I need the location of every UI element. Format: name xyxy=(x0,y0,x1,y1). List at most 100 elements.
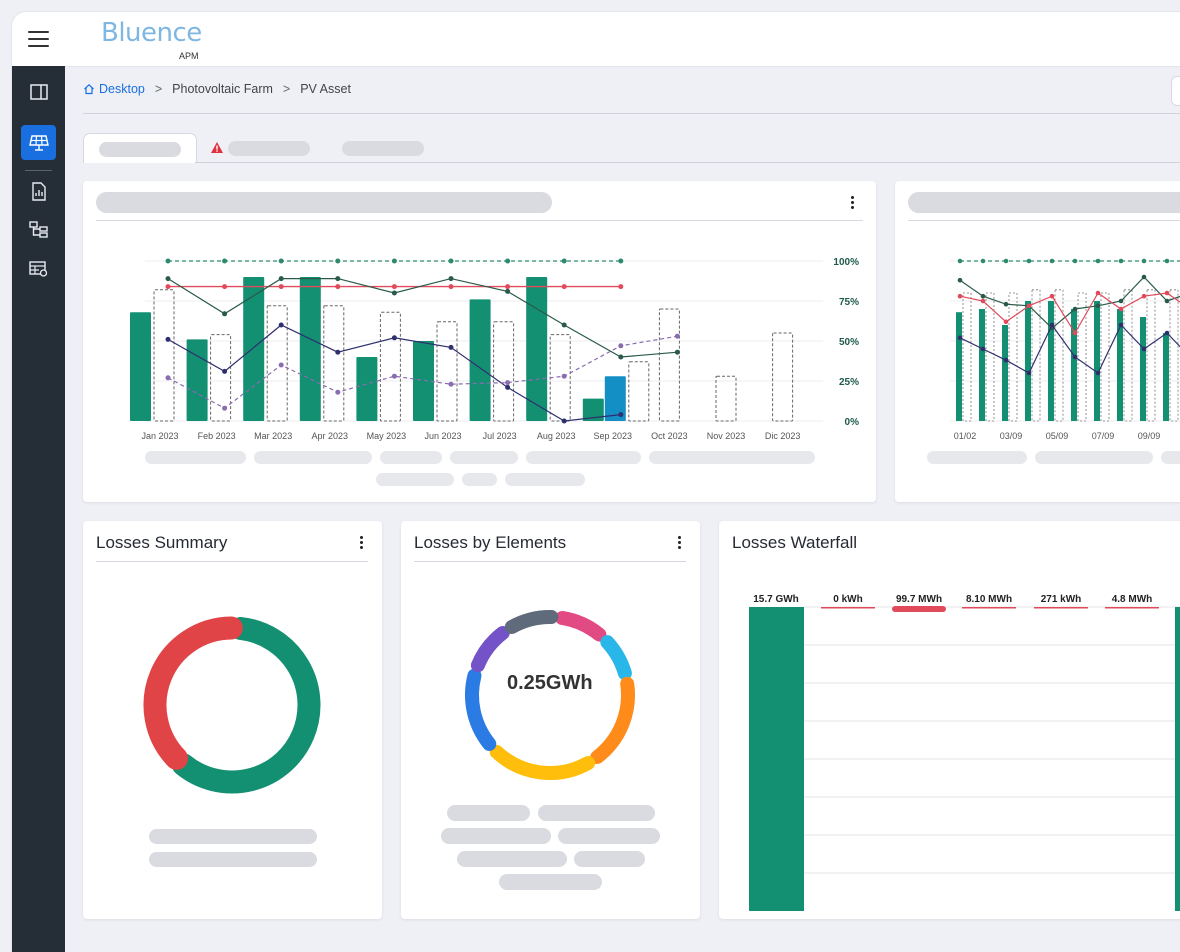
series-point xyxy=(957,335,963,341)
sidebar-item-hierarchy[interactable] xyxy=(21,212,56,247)
series-line-target-point xyxy=(505,258,511,264)
waterfall-value-label: 4.8 MWh xyxy=(1112,594,1153,605)
series-point xyxy=(980,346,986,352)
top-right-control[interactable] xyxy=(1171,76,1180,106)
hierarchy-icon xyxy=(29,221,48,238)
legend-placeholder xyxy=(649,451,815,464)
y-tick-label: 75% xyxy=(839,297,859,308)
series-point xyxy=(1003,301,1009,307)
x-tick-label: 07/09 xyxy=(1092,431,1115,441)
series-line-purple-point xyxy=(674,333,680,339)
more-options-icon[interactable] xyxy=(673,535,685,551)
tab-warnings[interactable] xyxy=(210,140,325,158)
sidebar-item-report[interactable] xyxy=(21,174,56,209)
breadcrumb-item-farm[interactable]: Photovoltaic Farm xyxy=(172,82,273,96)
series-point xyxy=(1118,258,1124,264)
outline-bar xyxy=(210,334,232,422)
panel-icon xyxy=(29,83,48,100)
bar xyxy=(526,277,548,421)
outline-bar xyxy=(1146,289,1156,422)
donut-segment xyxy=(555,610,607,642)
series-line xyxy=(959,276,1180,330)
bar xyxy=(979,309,985,421)
x-tick-label: May 2023 xyxy=(367,431,407,441)
series-line-navy-point xyxy=(278,322,284,328)
waterfall-value-label: 8.10 MWh xyxy=(966,594,1012,605)
series-point xyxy=(1141,274,1147,280)
series-line-purple-point xyxy=(505,380,511,386)
series-line-purple-point xyxy=(618,343,624,349)
more-options-icon[interactable] xyxy=(355,535,367,551)
series-line-target-point xyxy=(222,258,228,264)
breadcrumb-home[interactable]: Desktop xyxy=(83,82,145,96)
top-bar: Bluence APM xyxy=(12,12,1180,106)
legend-placeholder xyxy=(450,451,518,464)
series-line-dark-green xyxy=(167,277,678,358)
sidebar-item-panel[interactable] xyxy=(21,74,56,109)
main-chart: 100% 75% 50% 25% 0% Jan 2023 Feb 2023 Mar 2023 A… xyxy=(130,257,859,441)
losses-summary-card: Losses Summary xyxy=(83,521,382,919)
brand-name: Bluence xyxy=(101,18,202,48)
series-point xyxy=(957,277,963,283)
legend-placeholder xyxy=(558,828,660,844)
y-tick-label: 50% xyxy=(839,337,859,348)
x-tick-label: 01/02 xyxy=(954,431,977,441)
legend-placeholder xyxy=(574,851,645,867)
series-point xyxy=(980,293,986,299)
sidebar-item-table-settings[interactable] xyxy=(21,251,56,286)
bar xyxy=(1048,301,1054,421)
legend-placeholder xyxy=(505,473,585,486)
x-tick-label: Dic 2023 xyxy=(765,431,801,441)
card-title-placeholder xyxy=(96,192,552,213)
series-line-navy-point xyxy=(222,368,228,374)
waterfall-bar xyxy=(892,606,946,612)
report-icon xyxy=(31,182,46,201)
series-line xyxy=(959,323,1180,374)
series-line-dark-green-point xyxy=(222,311,228,317)
donut-segment xyxy=(504,610,559,634)
legend-placeholder xyxy=(254,451,372,464)
tab-third[interactable] xyxy=(342,140,428,158)
sidebar xyxy=(12,66,65,952)
legend-placeholder xyxy=(145,451,246,464)
outline-bar xyxy=(266,305,288,422)
bar xyxy=(1117,309,1123,421)
series-point xyxy=(1095,290,1101,296)
series-line-purple-point xyxy=(222,405,228,411)
series-point xyxy=(1049,322,1055,328)
bar xyxy=(130,312,151,421)
series-point xyxy=(1095,258,1101,264)
series-line-navy-point xyxy=(391,335,397,341)
more-options-icon[interactable] xyxy=(846,195,858,211)
sidebar-item-solar[interactable] xyxy=(21,125,56,160)
series-line-navy-point xyxy=(505,384,511,390)
losses-waterfall-card: Losses Waterfall 15.7 GWh 0 kWh 99.7 MWh 8.… xyxy=(719,521,1180,919)
series-line-purple-point xyxy=(335,389,341,395)
bar xyxy=(956,312,962,421)
series-line-purple-point xyxy=(448,381,454,387)
menu-icon[interactable] xyxy=(28,30,49,48)
breadcrumb-separator: > xyxy=(154,82,163,96)
bar xyxy=(1025,301,1031,421)
x-tick-label: Sep 2023 xyxy=(594,431,633,441)
tab-active[interactable] xyxy=(83,133,197,163)
x-tick-label: 05/09 xyxy=(1046,431,1069,441)
losses-waterfall-chart: 15.7 GWh 0 kWh 99.7 MWh 8.10 MWh 271 kWh 4.8 … xyxy=(749,594,1180,911)
series-line-navy-point xyxy=(165,336,171,342)
losses-by-elements-donut xyxy=(465,610,635,780)
series-point xyxy=(1141,346,1147,352)
outline-bar xyxy=(715,375,737,422)
waterfall-bar xyxy=(821,607,875,609)
series-point xyxy=(980,298,986,304)
card-divider xyxy=(96,561,368,562)
series-line-purple-point xyxy=(561,373,567,379)
series-line-red-point xyxy=(335,284,341,290)
outline-bar xyxy=(1123,289,1133,422)
app-logo: Bluence APM xyxy=(101,18,202,61)
series-line-dark-green-point xyxy=(448,276,454,282)
series-line-target-point xyxy=(561,258,567,264)
series-line-red-point xyxy=(448,284,454,290)
outline-bar xyxy=(323,305,345,422)
series-line-purple-point xyxy=(165,375,171,381)
outline-bar xyxy=(436,321,458,422)
